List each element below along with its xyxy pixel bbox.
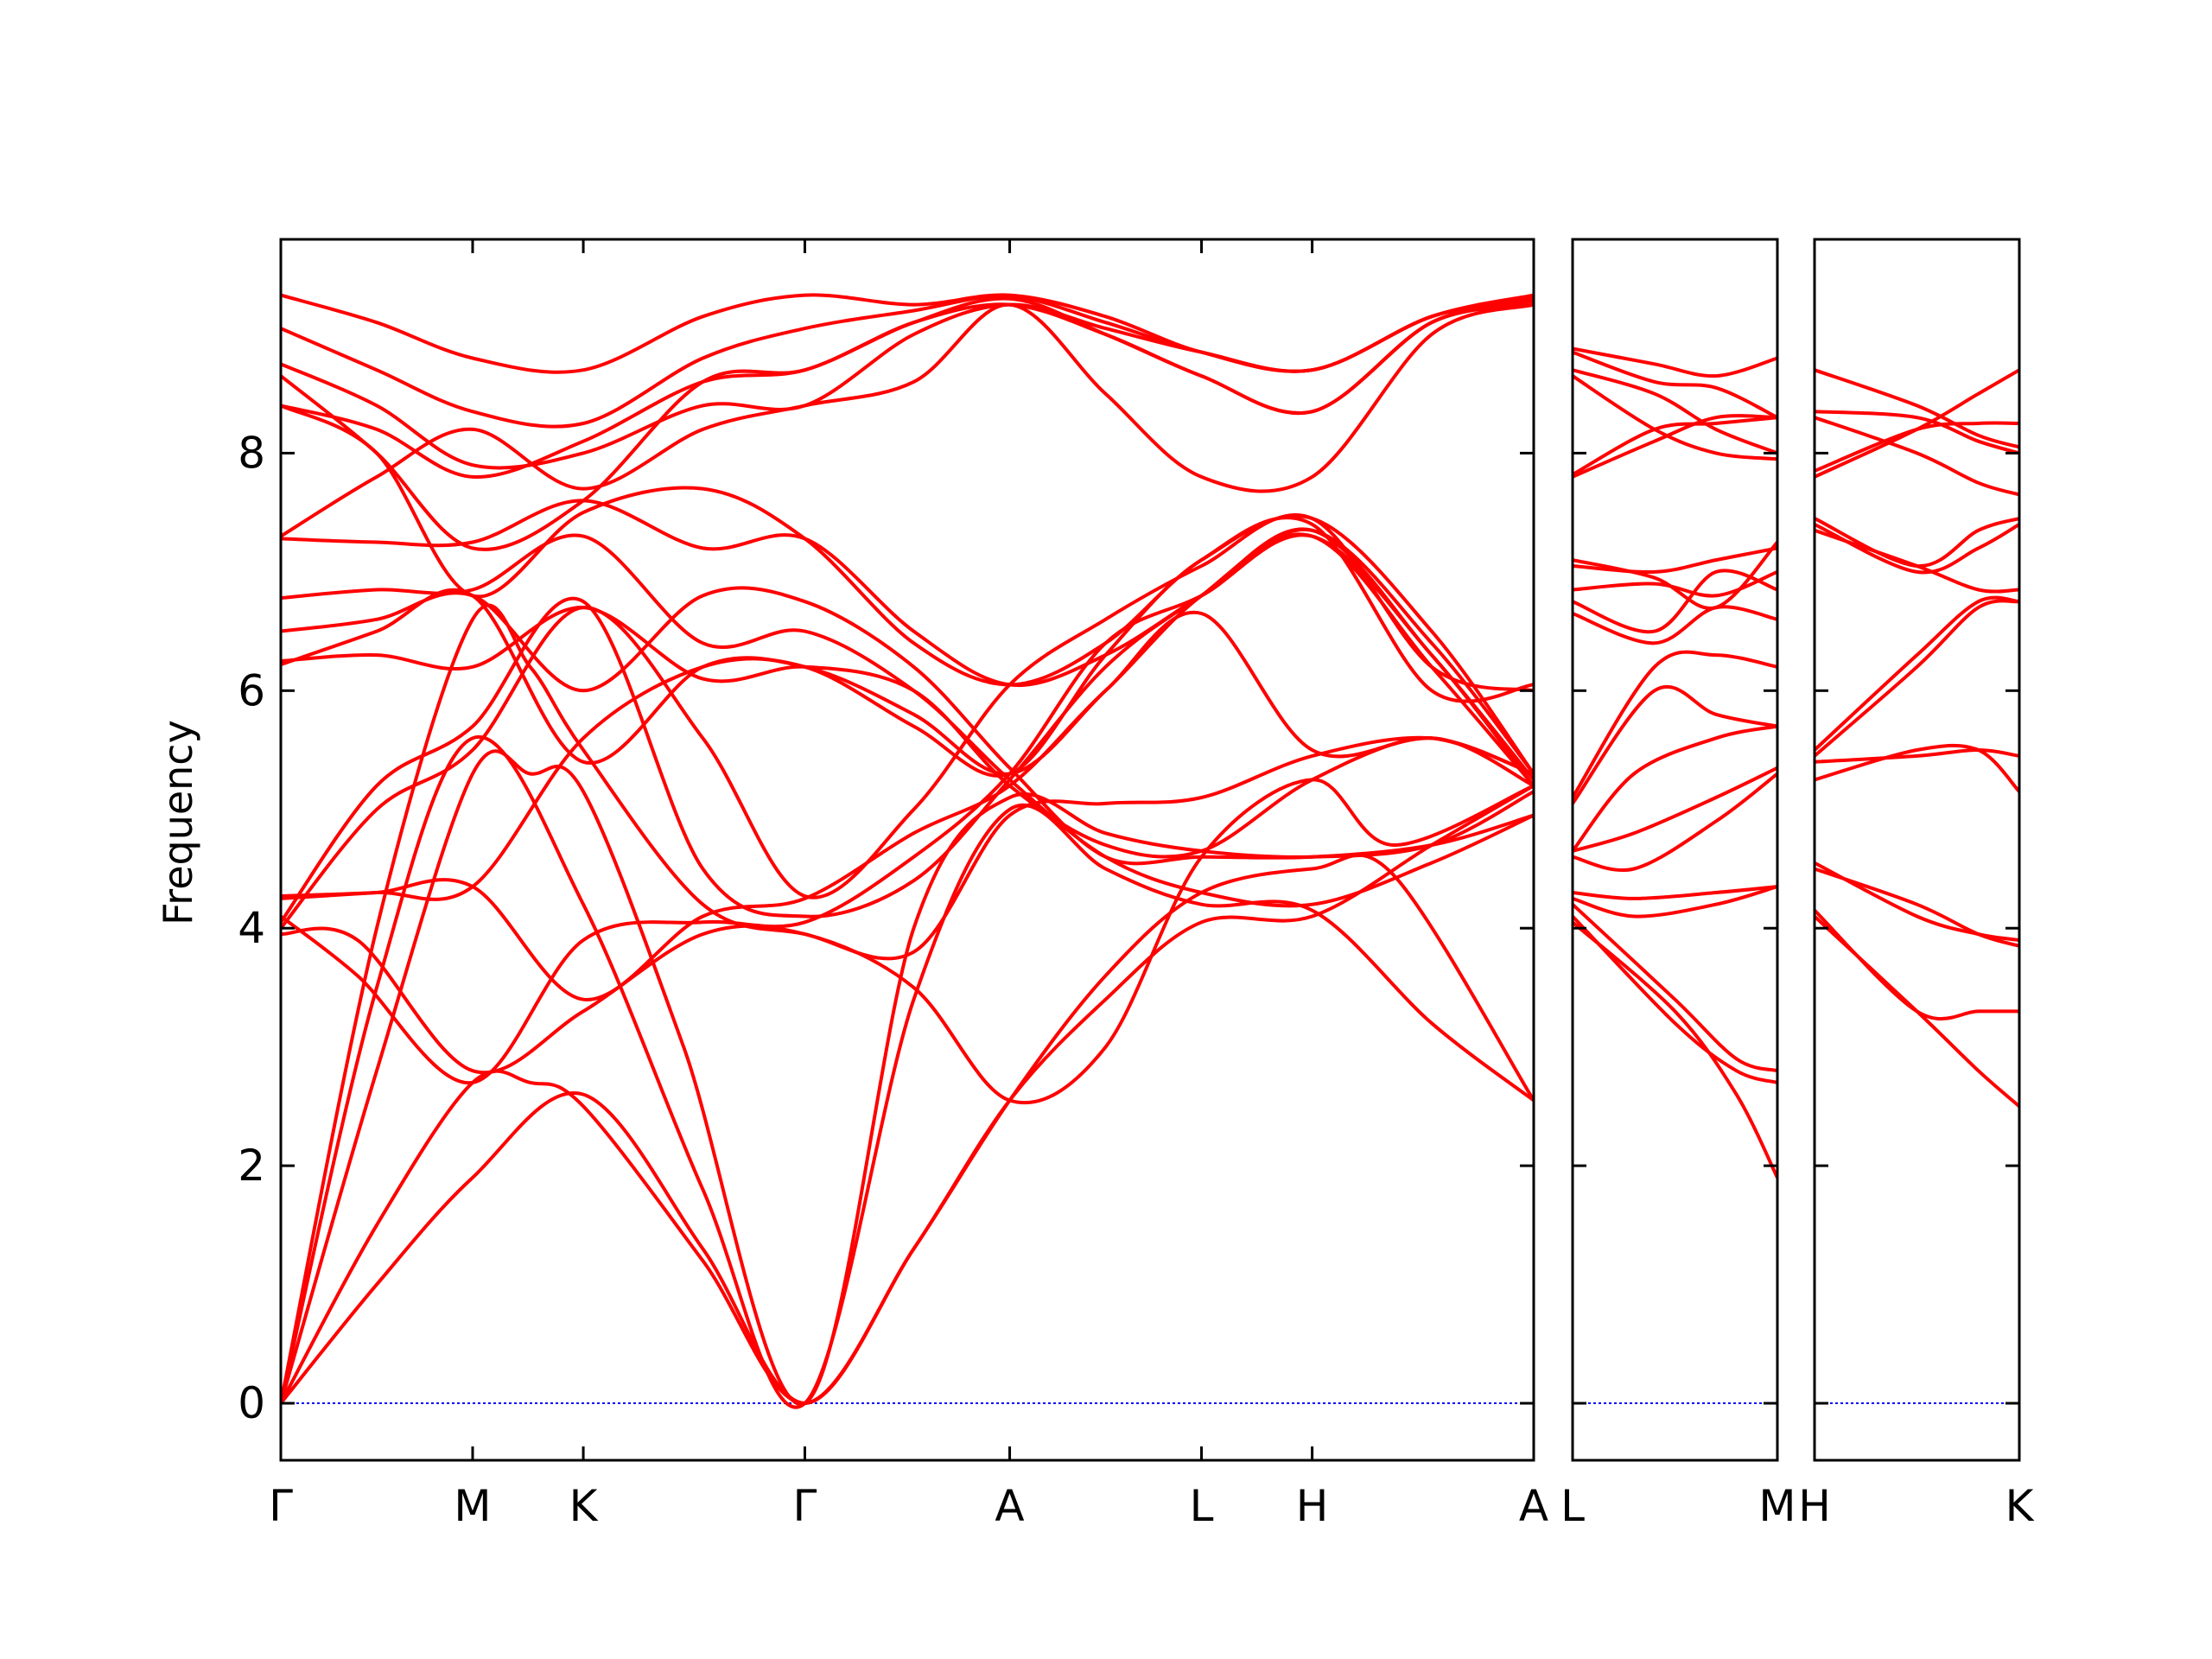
frame-panel-2 <box>1571 238 1779 1462</box>
frame-panel-1 <box>279 238 1535 1462</box>
band-line <box>1815 861 2019 942</box>
frame-panel-3 <box>1813 238 2021 1462</box>
band-line <box>281 533 1534 1084</box>
band-line <box>1815 599 2019 758</box>
band-line <box>281 499 1534 776</box>
y-tick-label: 2 <box>238 1141 265 1191</box>
band-line <box>1815 595 2019 752</box>
band-line <box>281 778 1534 1105</box>
band-line <box>1573 414 1777 479</box>
band-line <box>281 606 1534 859</box>
y-tick-label: 0 <box>238 1378 265 1428</box>
x-tick-label: M <box>1758 1481 1796 1531</box>
band-line <box>1573 374 1777 461</box>
x-tick-label: Γ <box>793 1481 817 1531</box>
band-line <box>1573 885 1777 900</box>
panel-1-bands <box>281 293 1534 1409</box>
band-line <box>1815 522 2019 575</box>
band-line <box>1573 724 1777 853</box>
y-axis-label: Frequency <box>155 720 201 925</box>
band-line <box>1573 368 1777 455</box>
band-line <box>1573 605 1777 645</box>
band-line <box>1573 920 1777 1179</box>
band-line <box>1573 650 1777 799</box>
band-line <box>281 734 1534 1409</box>
x-tick-label: H <box>1798 1481 1831 1531</box>
band-line <box>1815 421 2019 473</box>
x-tick-label: Γ <box>269 1481 293 1531</box>
band-line <box>281 516 1534 901</box>
band-line <box>281 296 1534 551</box>
band-line <box>1573 885 1777 918</box>
axis-ticks <box>279 239 2021 1460</box>
band-line <box>1815 416 2019 497</box>
x-tick-label: L <box>1560 1481 1585 1531</box>
x-tick-label: M <box>454 1481 491 1531</box>
y-tick-label: 4 <box>238 903 265 953</box>
x-tick-label: H <box>1296 1481 1329 1531</box>
band-line <box>281 302 1534 538</box>
band-line <box>1573 772 1777 872</box>
x-tick-label: K <box>569 1481 599 1531</box>
panel-2-bands <box>1573 346 1777 1179</box>
bands-layer <box>281 293 2019 1409</box>
band-line <box>1815 368 2019 449</box>
x-tick-label: L <box>1190 1481 1214 1531</box>
band-line <box>1573 540 1777 611</box>
band-line <box>1573 569 1777 634</box>
band-line <box>281 404 1534 776</box>
panel-3-bands <box>1815 368 2019 1109</box>
band-line <box>1815 748 2019 764</box>
band-line <box>1815 908 2019 1020</box>
band-line <box>1573 546 1777 575</box>
band-line <box>281 586 1534 866</box>
band-line <box>281 603 1534 1405</box>
band-line <box>1573 766 1777 853</box>
panel-frames <box>279 238 2021 1462</box>
band-line <box>1573 350 1777 420</box>
band-line <box>281 533 1534 908</box>
band-line <box>1815 743 2019 794</box>
band-line <box>1573 346 1777 378</box>
band-line <box>1815 517 2019 569</box>
band-line <box>281 293 1534 374</box>
band-line <box>281 784 1534 1405</box>
x-tick-label: K <box>2005 1481 2035 1531</box>
band-line <box>1573 684 1777 805</box>
band-line <box>1815 410 2019 455</box>
band-line <box>281 302 1534 479</box>
band-line <box>281 532 1534 788</box>
y-tick-label: 6 <box>238 665 265 715</box>
x-tick-label: A <box>1519 1481 1548 1531</box>
band-line <box>281 294 1534 429</box>
band-line <box>1573 569 1777 598</box>
band-line <box>1573 914 1777 1084</box>
band-line <box>1573 416 1777 477</box>
y-tick-label: 8 <box>238 428 265 478</box>
band-line <box>281 749 1534 1407</box>
x-tick-label: A <box>995 1481 1024 1531</box>
band-line <box>281 610 1534 1001</box>
band-line <box>1573 902 1777 1073</box>
